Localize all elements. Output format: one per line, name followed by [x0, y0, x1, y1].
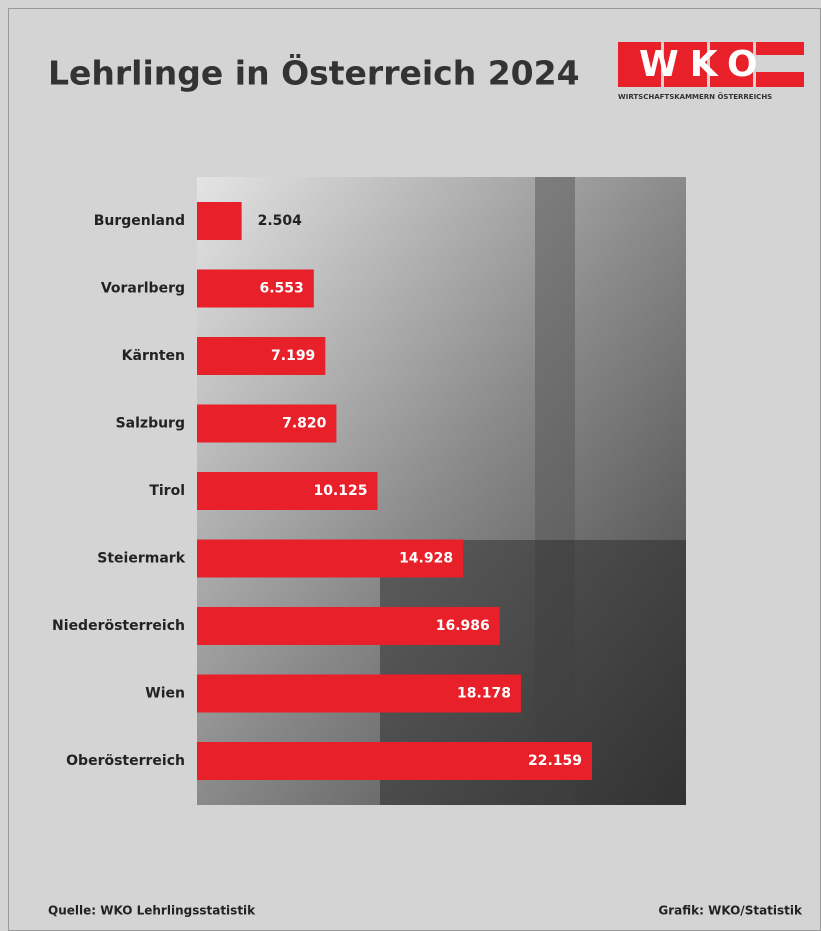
- value-label: 22.159: [528, 753, 582, 769]
- category-label: Salzburg: [116, 416, 185, 432]
- category-label: Vorarlberg: [101, 281, 185, 297]
- value-label: 10.125: [313, 483, 367, 499]
- logo: WKO WIRTSCHAFTSKAMMERN ÖSTERREICHS: [618, 42, 804, 101]
- bar: [197, 539, 464, 578]
- category-label: Kärnten: [122, 348, 185, 364]
- value-label: 16.986: [436, 618, 490, 634]
- category-label: Tirol: [149, 483, 185, 499]
- category-label: Burgenland: [94, 213, 185, 229]
- bar: [197, 742, 592, 780]
- logo-box: [664, 42, 707, 87]
- bar: [197, 674, 522, 713]
- value-label: 7.820: [282, 416, 327, 432]
- bar: [197, 607, 500, 645]
- value-label: 6.553: [260, 281, 304, 297]
- credit: Grafik: WKO/Statistik: [658, 904, 803, 918]
- logo-text: WKO: [639, 44, 769, 85]
- logo-box: [710, 42, 753, 87]
- logo-stripe: [756, 42, 804, 55]
- source: Quelle: WKO Lehrlingsstatistik: [48, 904, 256, 918]
- category-label: Niederösterreich: [52, 618, 185, 634]
- logo-subtitle: WIRTSCHAFTSKAMMERN ÖSTERREICHS: [618, 92, 772, 101]
- bar: [197, 202, 242, 240]
- value-label: 18.178: [457, 686, 511, 702]
- value-label: 14.928: [399, 551, 453, 567]
- bar: [197, 404, 337, 443]
- category-label: Steiermark: [97, 551, 185, 567]
- chart-title: Lehrlinge in Österreich 2024: [48, 53, 580, 93]
- logo-stripe: [756, 72, 804, 87]
- bar: [197, 472, 378, 510]
- bar: [197, 337, 326, 375]
- bar: [197, 269, 314, 308]
- value-label: 2.504: [258, 213, 303, 229]
- category-label: Wien: [145, 686, 185, 702]
- value-label: 7.199: [271, 348, 315, 364]
- category-label: Oberösterreich: [66, 753, 185, 769]
- logo-box: [618, 42, 661, 87]
